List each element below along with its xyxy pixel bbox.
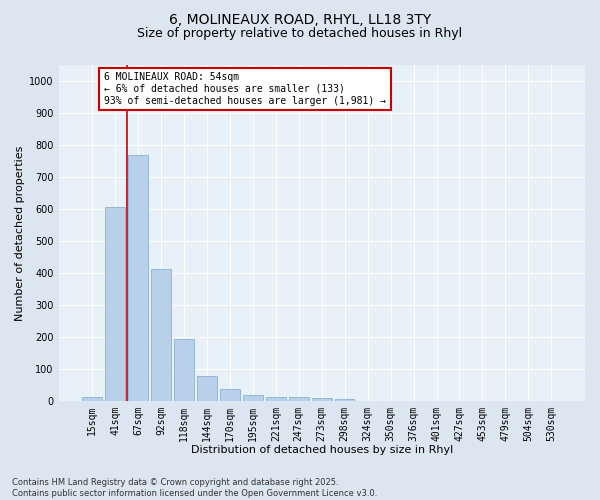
Text: Size of property relative to detached houses in Rhyl: Size of property relative to detached ho… bbox=[137, 28, 463, 40]
X-axis label: Distribution of detached houses by size in Rhyl: Distribution of detached houses by size … bbox=[191, 445, 453, 455]
Bar bbox=[82, 396, 102, 400]
Text: 6, MOLINEAUX ROAD, RHYL, LL18 3TY: 6, MOLINEAUX ROAD, RHYL, LL18 3TY bbox=[169, 12, 431, 26]
Y-axis label: Number of detached properties: Number of detached properties bbox=[15, 145, 25, 320]
Bar bbox=[312, 398, 332, 400]
Bar bbox=[243, 394, 263, 400]
Bar bbox=[266, 396, 286, 400]
Bar bbox=[289, 397, 308, 400]
Bar bbox=[220, 389, 239, 400]
Bar bbox=[174, 339, 194, 400]
Text: 6 MOLINEAUX ROAD: 54sqm
← 6% of detached houses are smaller (133)
93% of semi-de: 6 MOLINEAUX ROAD: 54sqm ← 6% of detached… bbox=[104, 72, 386, 106]
Bar bbox=[197, 376, 217, 400]
Text: Contains HM Land Registry data © Crown copyright and database right 2025.
Contai: Contains HM Land Registry data © Crown c… bbox=[12, 478, 377, 498]
Bar bbox=[128, 154, 148, 400]
Bar bbox=[151, 268, 171, 400]
Bar bbox=[106, 208, 125, 400]
